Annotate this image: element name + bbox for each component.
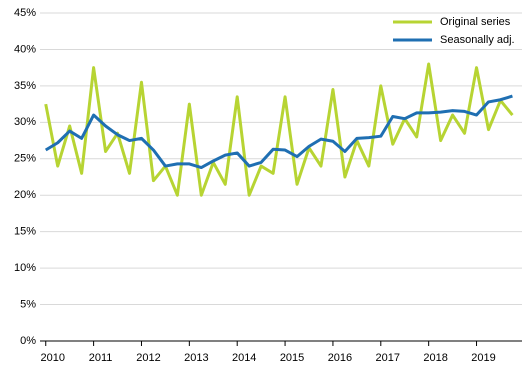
x-tick-label: 2013: [184, 352, 208, 364]
legend-label: Seasonally adj.: [440, 34, 515, 46]
x-tick-label: 2016: [328, 352, 352, 364]
series-line: [44, 62, 514, 197]
x-tick-label: 2012: [136, 352, 160, 364]
y-tick-label: 35%: [14, 80, 36, 92]
y-tick-label: 30%: [14, 116, 36, 128]
x-tick-label: 2011: [89, 352, 113, 364]
x-tick-label: 2018: [423, 352, 447, 364]
y-tick-label: 10%: [14, 262, 36, 274]
x-tick-label: 2019: [471, 352, 495, 364]
legend-label: Original series: [440, 16, 511, 28]
x-tick-label: 2014: [232, 352, 256, 364]
series-line: [44, 94, 513, 170]
y-tick-label: 5%: [20, 298, 36, 310]
y-tick-label: 25%: [14, 153, 36, 165]
x-tick-label: 2017: [376, 352, 400, 364]
x-tick-label: 2015: [280, 352, 304, 364]
y-tick-label: 40%: [14, 43, 36, 55]
y-tick-label: 0%: [20, 335, 36, 347]
y-tick-label: 45%: [14, 7, 36, 19]
y-tick-label: 15%: [14, 226, 36, 238]
x-tick-label: 2010: [41, 352, 65, 364]
y-tick-label: 20%: [14, 189, 36, 201]
